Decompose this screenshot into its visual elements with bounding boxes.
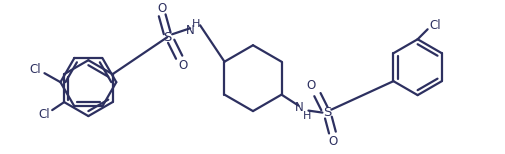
Text: N: N xyxy=(185,24,194,37)
Text: Cl: Cl xyxy=(429,19,440,32)
Text: O: O xyxy=(178,59,187,72)
Text: H: H xyxy=(191,19,200,29)
Text: N: N xyxy=(294,101,303,114)
Text: Cl: Cl xyxy=(38,108,50,121)
Text: S: S xyxy=(163,31,171,44)
Text: H: H xyxy=(302,111,311,121)
Text: Cl: Cl xyxy=(30,63,41,76)
Text: O: O xyxy=(328,135,337,148)
Text: O: O xyxy=(306,79,316,92)
Text: O: O xyxy=(157,2,167,15)
Text: S: S xyxy=(323,106,331,119)
